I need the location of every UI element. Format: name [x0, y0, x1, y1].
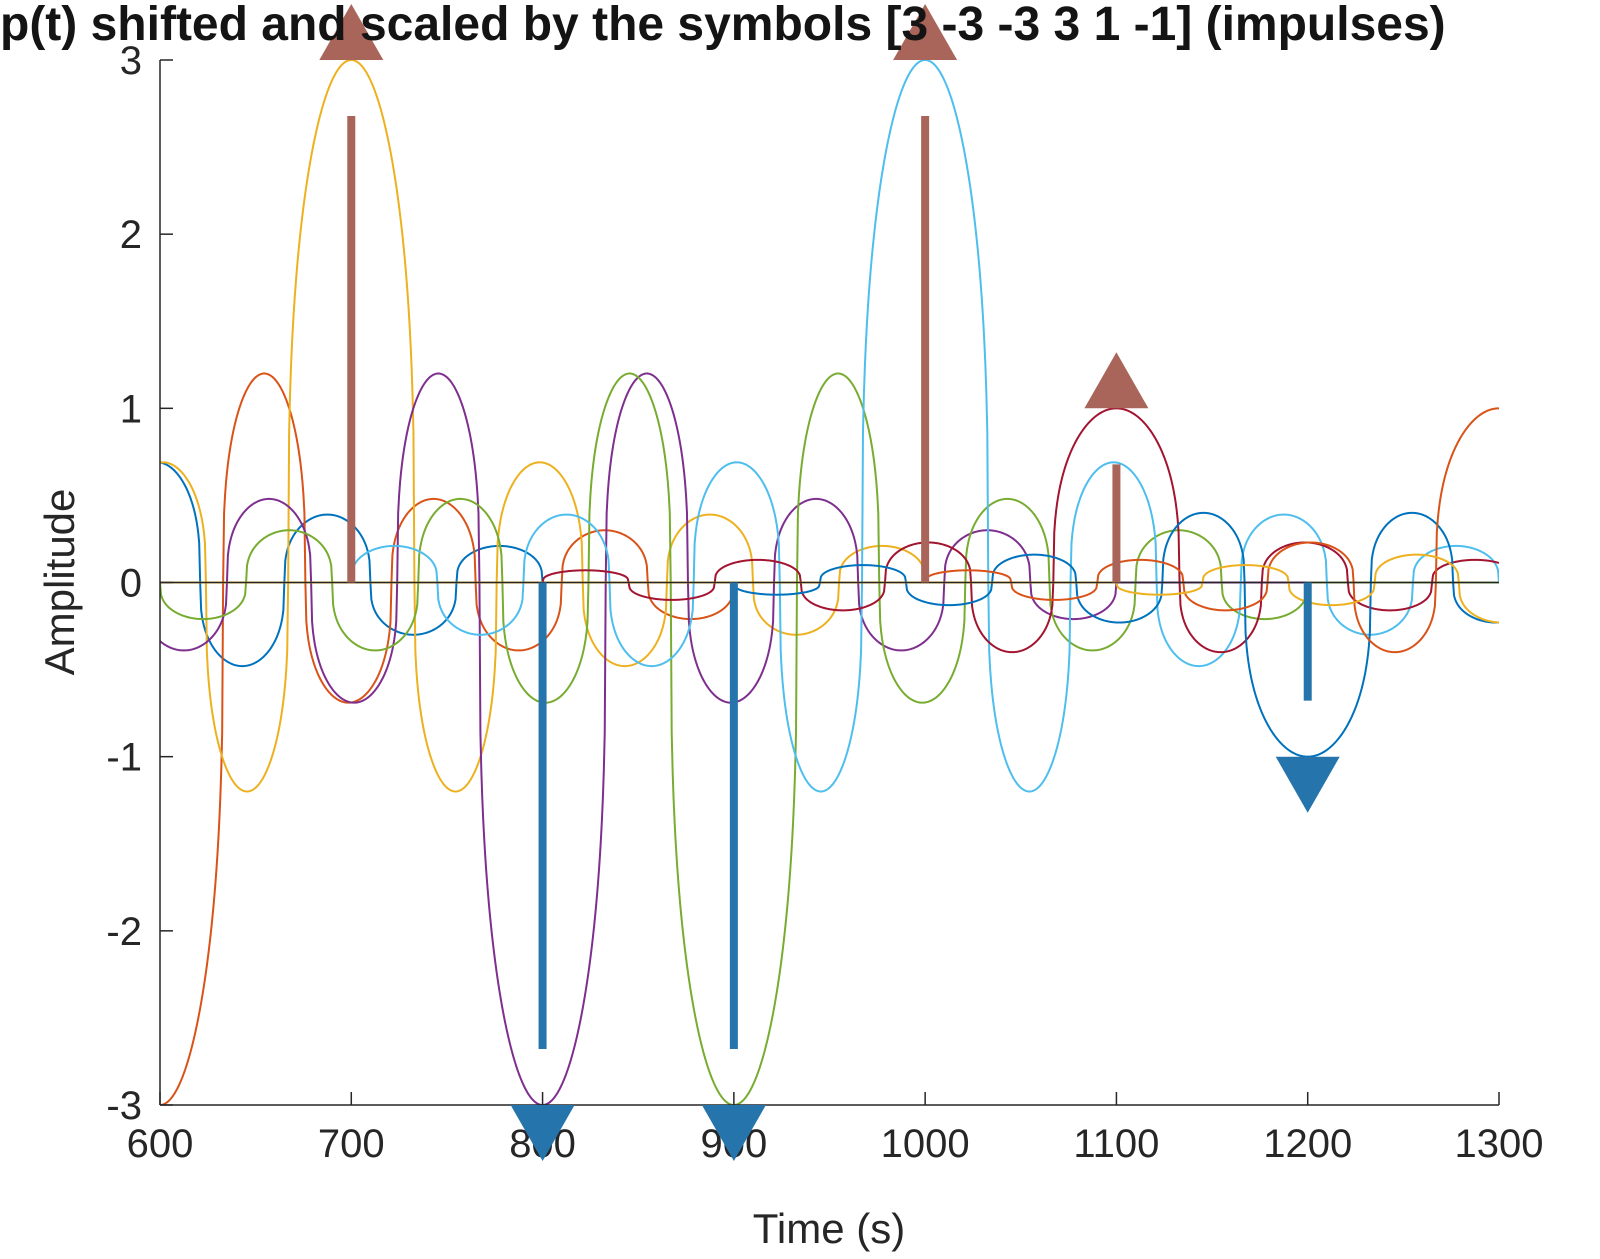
pulse-curve-10	[160, 553, 1499, 624]
x-tick-label-1200: 1200	[1263, 1122, 1352, 1166]
impulse-arrow-800	[510, 582, 575, 1161]
y-tick-label-0: 0	[120, 562, 142, 606]
x-tick-label-1300: 1300	[1455, 1122, 1544, 1166]
pulse-curve-7	[160, 407, 1499, 654]
y-tick-label-1: 1	[120, 387, 142, 431]
x-tick-label-700: 700	[318, 1122, 385, 1166]
pulse-curve-5	[160, 372, 1499, 1105]
x-axis-label: Time (s)	[753, 1205, 905, 1252]
y-tick-label--3: -3	[106, 1084, 142, 1128]
impulse-head-800	[510, 1105, 575, 1161]
impulse-arrow-700	[319, 4, 384, 583]
x-tick-label-600: 600	[127, 1122, 194, 1166]
pulse-curve-9	[160, 407, 1499, 654]
impulse-head-700	[319, 4, 384, 60]
y-tick-label-2: 2	[120, 213, 142, 257]
impulse-arrows	[319, 4, 1340, 1161]
y-tick-label--2: -2	[106, 910, 142, 954]
impulse-arrow-1100	[1084, 352, 1149, 583]
y-tick-label--1: -1	[106, 736, 142, 780]
pulse-curve-8	[160, 511, 1499, 758]
impulse-head-900	[701, 1105, 766, 1161]
impulse-head-1200	[1275, 756, 1340, 813]
pulse-curve-1	[160, 461, 1499, 668]
impulse-arrow-900	[701, 582, 766, 1161]
pulse-curve-2	[160, 372, 1499, 1105]
impulse-arrow-1200	[1275, 582, 1340, 813]
x-tick-label-1000: 1000	[881, 1122, 970, 1166]
pulse-curve-4	[160, 372, 1499, 1105]
pulse-curve-6	[160, 60, 1499, 793]
x-tick-label-1100: 1100	[1073, 1122, 1159, 1166]
pulse-curve-3	[160, 60, 1499, 793]
impulse-head-1100	[1084, 352, 1149, 409]
impulse-head-1000	[893, 4, 958, 60]
chart-title: p(t) shifted and scaled by the symbols […	[0, 0, 1446, 51]
impulse-arrow-1000	[893, 4, 958, 583]
y-tick-label-3: 3	[120, 39, 142, 83]
y-axis-label: Amplitude	[36, 489, 83, 676]
